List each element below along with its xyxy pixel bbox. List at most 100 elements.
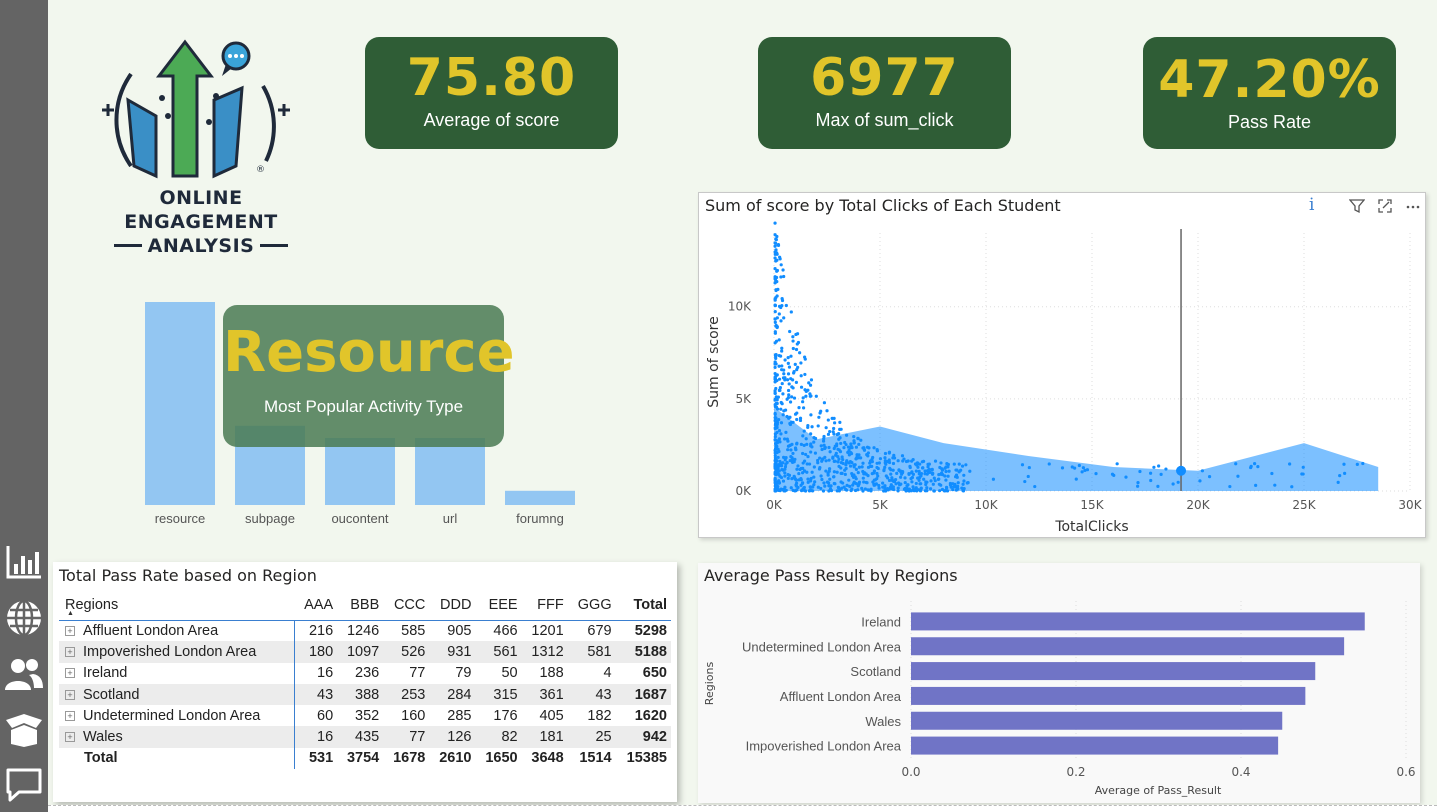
chart-icon[interactable]: [0, 541, 48, 583]
region-name: Impoverished London Area: [83, 643, 257, 660]
scatter-point: [782, 316, 786, 320]
scatter-point: [798, 418, 803, 423]
expand-row-icon[interactable]: +: [65, 732, 75, 743]
scatter-point: [773, 389, 777, 393]
scatter-point: [794, 380, 798, 384]
scatter-point: [910, 470, 914, 474]
scatter-point: [774, 352, 778, 357]
table-row[interactable]: + Undetermined London Area 60 352 160 285 176 4…: [59, 705, 671, 727]
globe-icon[interactable]: [0, 597, 48, 639]
scatter-point: [925, 486, 929, 490]
scatter-point: [780, 298, 785, 303]
pass-rate-matrix[interactable]: Total Pass Rate based on Region Regions ▲…: [53, 562, 677, 802]
most-popular-activity-card[interactable]: Resource Most Popular Activity Type: [223, 305, 515, 447]
region-pass-result-chart[interactable]: Average Pass Result by Regions 0.0 0.2 0.4…: [698, 563, 1420, 803]
scatter-point: [852, 473, 856, 477]
scatter-point: [905, 484, 909, 488]
kpi-card-pass-rate[interactable]: 47.20% Pass Rate: [1143, 37, 1396, 149]
scatter-point: [866, 454, 870, 458]
scatter-point: [863, 487, 867, 491]
scatter-point: [819, 486, 823, 491]
column-header-regions[interactable]: Regions ▲: [59, 590, 295, 621]
filter-icon[interactable]: [1349, 198, 1365, 214]
row-region-cell: + Undetermined London Area: [59, 705, 296, 727]
table-row[interactable]: + Scotland 43 388 253 284 315 361 43 1687: [59, 683, 671, 706]
column-header-total[interactable]: Total: [615, 590, 671, 621]
box-icon[interactable]: [0, 709, 48, 751]
scatter-point: [818, 411, 822, 415]
scatter-point: [914, 481, 918, 486]
scatter-point: [777, 338, 781, 342]
scatter-point: [828, 429, 832, 434]
expand-row-icon[interactable]: +: [65, 710, 75, 721]
scatter-point: [786, 439, 790, 443]
scatter-point: [833, 482, 837, 486]
table-row[interactable]: + Affluent London Area 216 1246 585 905 466 120…: [59, 620, 671, 642]
scatter-point: [808, 488, 813, 492]
scatter-point: [773, 481, 777, 485]
scatter-point: [801, 396, 805, 400]
scatter-point: [777, 428, 782, 433]
value-cell: 361: [521, 683, 568, 706]
value-cell: 176: [493, 707, 518, 724]
scatter-point: [775, 280, 779, 284]
scatter-point: [899, 475, 903, 479]
expand-row-icon[interactable]: +: [65, 646, 75, 657]
activity-category-label: forumng: [516, 511, 564, 526]
region-name: Affluent London Area: [83, 622, 219, 639]
x-tick-label: 0.0: [901, 765, 920, 779]
scatter-point: [785, 378, 790, 382]
scatter-point: [822, 481, 826, 485]
column-header-aaa[interactable]: AAA: [294, 590, 338, 621]
region-bar-plot-area[interactable]: 0.0 0.2 0.4 0.6 Ireland Undetermined London A…: [698, 563, 1420, 803]
activity-category-label: subpage: [245, 511, 295, 526]
x-tick-label: 20K: [1186, 498, 1210, 512]
expand-row-icon[interactable]: +: [65, 668, 75, 679]
scatter-point: [791, 378, 795, 382]
scatter-point: [871, 455, 875, 460]
x-axis-title: TotalClicks: [1054, 519, 1128, 535]
scatter-plot-area[interactable]: 0K 5K 10K 15K 20K 25K 30K 0K 5K 10K TotalClicks Sum…: [699, 193, 1427, 539]
scatter-point: [789, 455, 793, 459]
column-header-ccc[interactable]: CCC: [383, 590, 430, 621]
people-icon[interactable]: [0, 653, 48, 695]
focus-mode-icon[interactable]: [1377, 198, 1393, 214]
scatter-point: [778, 354, 783, 358]
table-row[interactable]: + Wales 16 435 77 126 82 181 25 942: [59, 726, 671, 748]
expand-row-icon[interactable]: +: [65, 625, 75, 636]
info-icon[interactable]: i: [1309, 195, 1315, 215]
scatter-point: [923, 469, 927, 473]
value-cell: 236: [355, 665, 380, 682]
scatter-point: [812, 475, 816, 479]
more-options-icon[interactable]: [1405, 198, 1421, 214]
expand-row-icon[interactable]: +: [65, 689, 75, 700]
column-header-ddd[interactable]: DDD: [429, 590, 476, 621]
table-row[interactable]: + Impoverished London Area 180 1097 526 931 56…: [59, 641, 671, 663]
scatter-point: [943, 474, 947, 478]
x-tick-label: 15K: [1080, 498, 1104, 512]
scatter-point: [802, 443, 806, 447]
scatter-visual[interactable]: Sum of score by Total Clicks of Each Stu…: [698, 192, 1426, 538]
value-cell: 405: [539, 707, 564, 724]
chat-icon[interactable]: [0, 764, 48, 806]
kpi-label: Max of sum_click: [815, 110, 954, 130]
column-header-eee[interactable]: EEE: [475, 590, 522, 621]
scatter-point: [835, 470, 839, 474]
scatter-point: [1060, 466, 1065, 470]
kpi-card-max-sum-click[interactable]: 6977 Max of sum_click: [758, 37, 1011, 149]
scatter-point: [804, 452, 808, 457]
column-header-ggg[interactable]: GGG: [567, 590, 616, 621]
scatter-point: [774, 488, 778, 492]
scatter-point: [833, 459, 837, 463]
scatter-point: [820, 447, 824, 452]
scatter-point: [1023, 479, 1027, 484]
scatter-point: [789, 354, 793, 358]
scatter-point: [923, 472, 927, 476]
column-header-fff[interactable]: FFF: [521, 590, 568, 621]
table-row[interactable]: + Ireland 16 236 77 79 50 188 4 650: [59, 662, 671, 684]
scatter-point: [1200, 469, 1205, 473]
scatter-point: [848, 484, 852, 488]
scatter-point: [1027, 465, 1031, 470]
kpi-card-average-score[interactable]: 75.80 Average of score: [365, 37, 618, 149]
column-header-bbb[interactable]: BBB: [337, 590, 384, 621]
